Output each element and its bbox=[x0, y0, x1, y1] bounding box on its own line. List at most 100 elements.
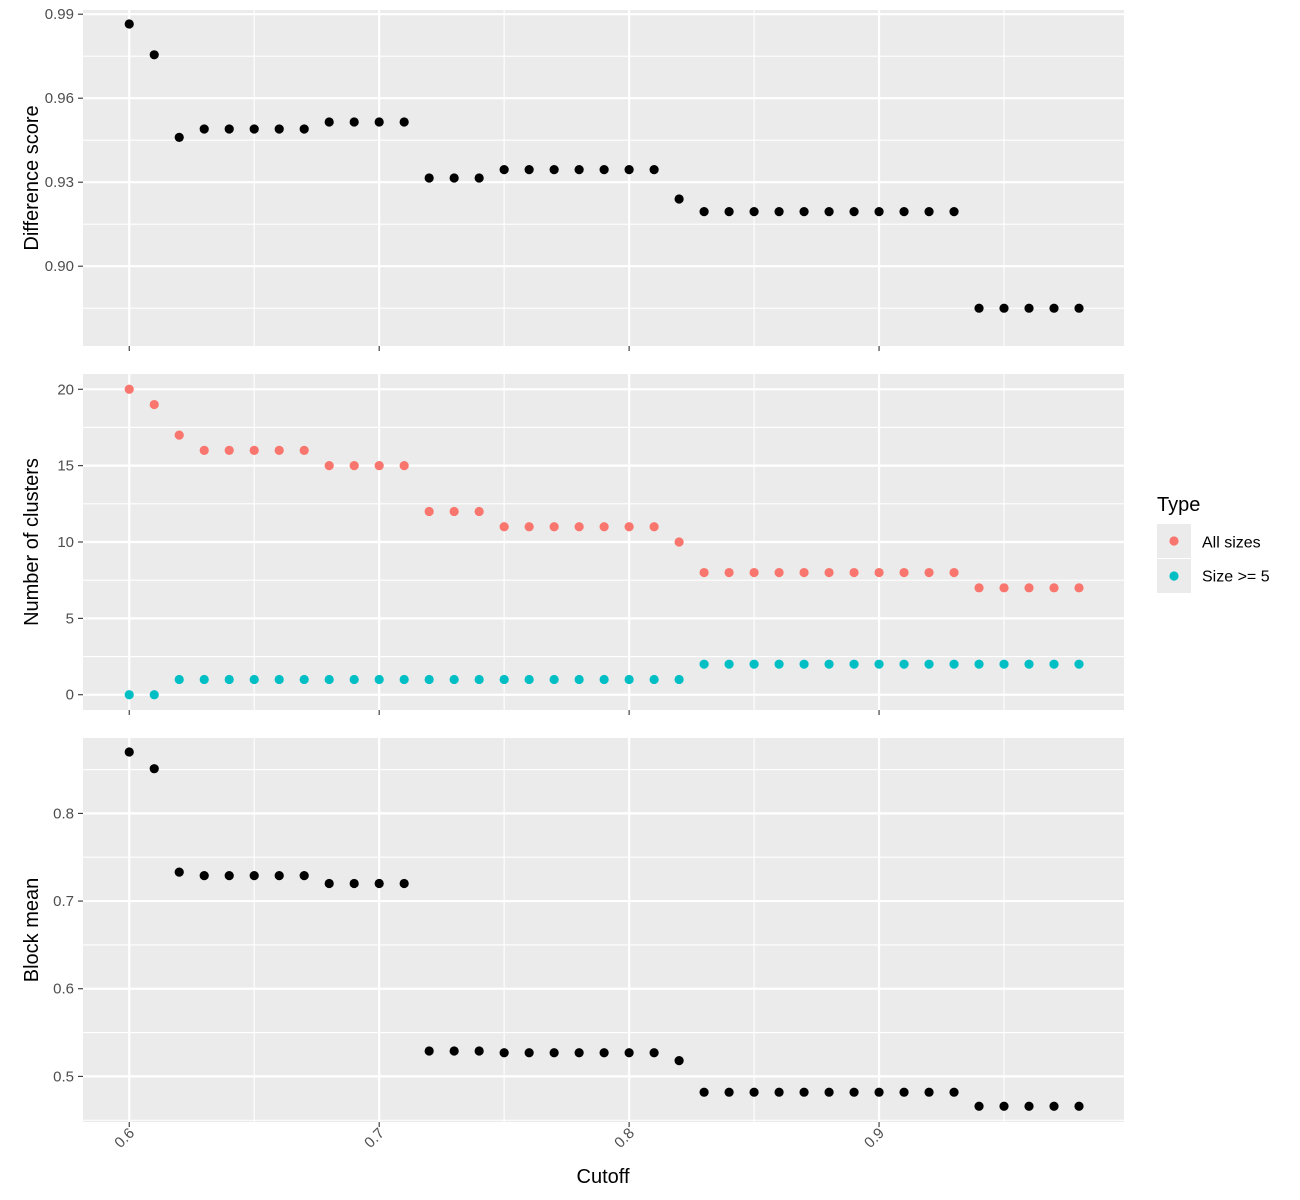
data-point bbox=[549, 1048, 559, 1058]
data-point bbox=[874, 567, 884, 578]
data-point bbox=[224, 871, 234, 881]
data-point bbox=[574, 674, 584, 685]
legend: Type All sizes Size >= 5 bbox=[1157, 494, 1270, 593]
data-point bbox=[1074, 659, 1084, 669]
data-point bbox=[749, 207, 759, 217]
data-point bbox=[349, 878, 359, 889]
data-point bbox=[624, 165, 634, 175]
data-point bbox=[824, 207, 834, 217]
data-point bbox=[224, 674, 234, 685]
data-point bbox=[899, 659, 909, 669]
data-point bbox=[474, 1046, 484, 1056]
panels: 0.90 0.93 0.96 0.99 Difference score 0 5 10 15 20… bbox=[21, 6, 1124, 1152]
data-point bbox=[749, 1087, 759, 1097]
x-axis-title: Cutoff bbox=[577, 1166, 630, 1188]
data-point bbox=[449, 173, 459, 183]
data-point bbox=[249, 124, 259, 134]
data-point bbox=[524, 1048, 534, 1058]
data-point bbox=[824, 1087, 834, 1097]
data-point bbox=[774, 207, 784, 217]
data-point bbox=[374, 878, 384, 889]
data-point bbox=[549, 165, 559, 175]
data-point bbox=[199, 445, 209, 455]
data-point bbox=[974, 1101, 984, 1111]
data-point bbox=[299, 674, 309, 685]
data-point bbox=[274, 445, 284, 455]
data-point bbox=[174, 132, 184, 142]
data-point bbox=[824, 659, 834, 669]
data-point bbox=[724, 659, 734, 669]
data-point bbox=[249, 871, 259, 881]
legend-dot bbox=[1169, 536, 1179, 546]
data-point bbox=[874, 659, 884, 669]
data-point bbox=[124, 19, 134, 29]
data-point bbox=[524, 522, 534, 532]
data-point bbox=[1074, 303, 1084, 313]
data-point bbox=[874, 1087, 884, 1097]
data-point bbox=[549, 522, 559, 532]
panel-background bbox=[83, 738, 1124, 1122]
data-point bbox=[449, 506, 459, 517]
legend-title: Type bbox=[1157, 494, 1200, 516]
data-point bbox=[324, 674, 334, 685]
y-tick-label: 0.6 bbox=[53, 981, 74, 998]
data-point bbox=[674, 674, 684, 685]
data-point bbox=[149, 764, 159, 774]
data-point bbox=[899, 567, 909, 578]
panel-background bbox=[83, 10, 1124, 346]
y-tick-label: 0.93 bbox=[45, 174, 74, 191]
data-point bbox=[974, 583, 984, 593]
data-point bbox=[599, 1048, 609, 1058]
data-point bbox=[924, 207, 934, 217]
data-point bbox=[299, 445, 309, 455]
data-point bbox=[999, 583, 1009, 593]
data-point bbox=[599, 165, 609, 175]
data-point bbox=[649, 522, 659, 532]
legend-label-size-ge-5: Size >= 5 bbox=[1202, 569, 1270, 586]
data-point bbox=[174, 430, 184, 440]
y-tick-label: 20 bbox=[57, 381, 74, 398]
data-point bbox=[399, 878, 409, 889]
data-point bbox=[199, 124, 209, 134]
data-point bbox=[399, 674, 409, 685]
y-tick-label: 5 bbox=[66, 610, 74, 627]
data-point bbox=[574, 1048, 584, 1058]
data-point bbox=[949, 207, 959, 217]
data-point bbox=[599, 674, 609, 685]
data-point bbox=[424, 506, 434, 517]
data-point bbox=[799, 207, 809, 217]
data-point bbox=[849, 207, 859, 217]
y-tick-label: 10 bbox=[57, 534, 74, 551]
data-point bbox=[124, 747, 134, 757]
y-axis-title: Number of clusters bbox=[21, 458, 43, 626]
data-point bbox=[524, 674, 534, 685]
data-point bbox=[149, 50, 159, 60]
data-point bbox=[974, 303, 984, 313]
data-point bbox=[699, 207, 709, 217]
data-point bbox=[499, 1048, 509, 1058]
data-point bbox=[674, 537, 684, 547]
data-point bbox=[699, 659, 709, 669]
data-point bbox=[1024, 659, 1034, 669]
data-point bbox=[349, 461, 359, 471]
data-point bbox=[149, 399, 159, 410]
data-point bbox=[1024, 303, 1034, 313]
legend-label-all-sizes: All sizes bbox=[1202, 535, 1261, 552]
data-point bbox=[649, 165, 659, 175]
data-point bbox=[199, 871, 209, 881]
data-point bbox=[224, 124, 234, 134]
data-point bbox=[1024, 1101, 1034, 1111]
data-point bbox=[499, 165, 509, 175]
data-point bbox=[924, 1087, 934, 1097]
data-point bbox=[1049, 659, 1059, 669]
data-point bbox=[349, 674, 359, 685]
data-point bbox=[1049, 583, 1059, 593]
data-point bbox=[774, 1087, 784, 1097]
data-point bbox=[899, 207, 909, 217]
data-point bbox=[374, 674, 384, 685]
panel-1: 0.90 0.93 0.96 0.99 Difference score bbox=[21, 6, 1124, 351]
data-point bbox=[474, 674, 484, 685]
data-point bbox=[624, 674, 634, 685]
data-point bbox=[799, 567, 809, 578]
